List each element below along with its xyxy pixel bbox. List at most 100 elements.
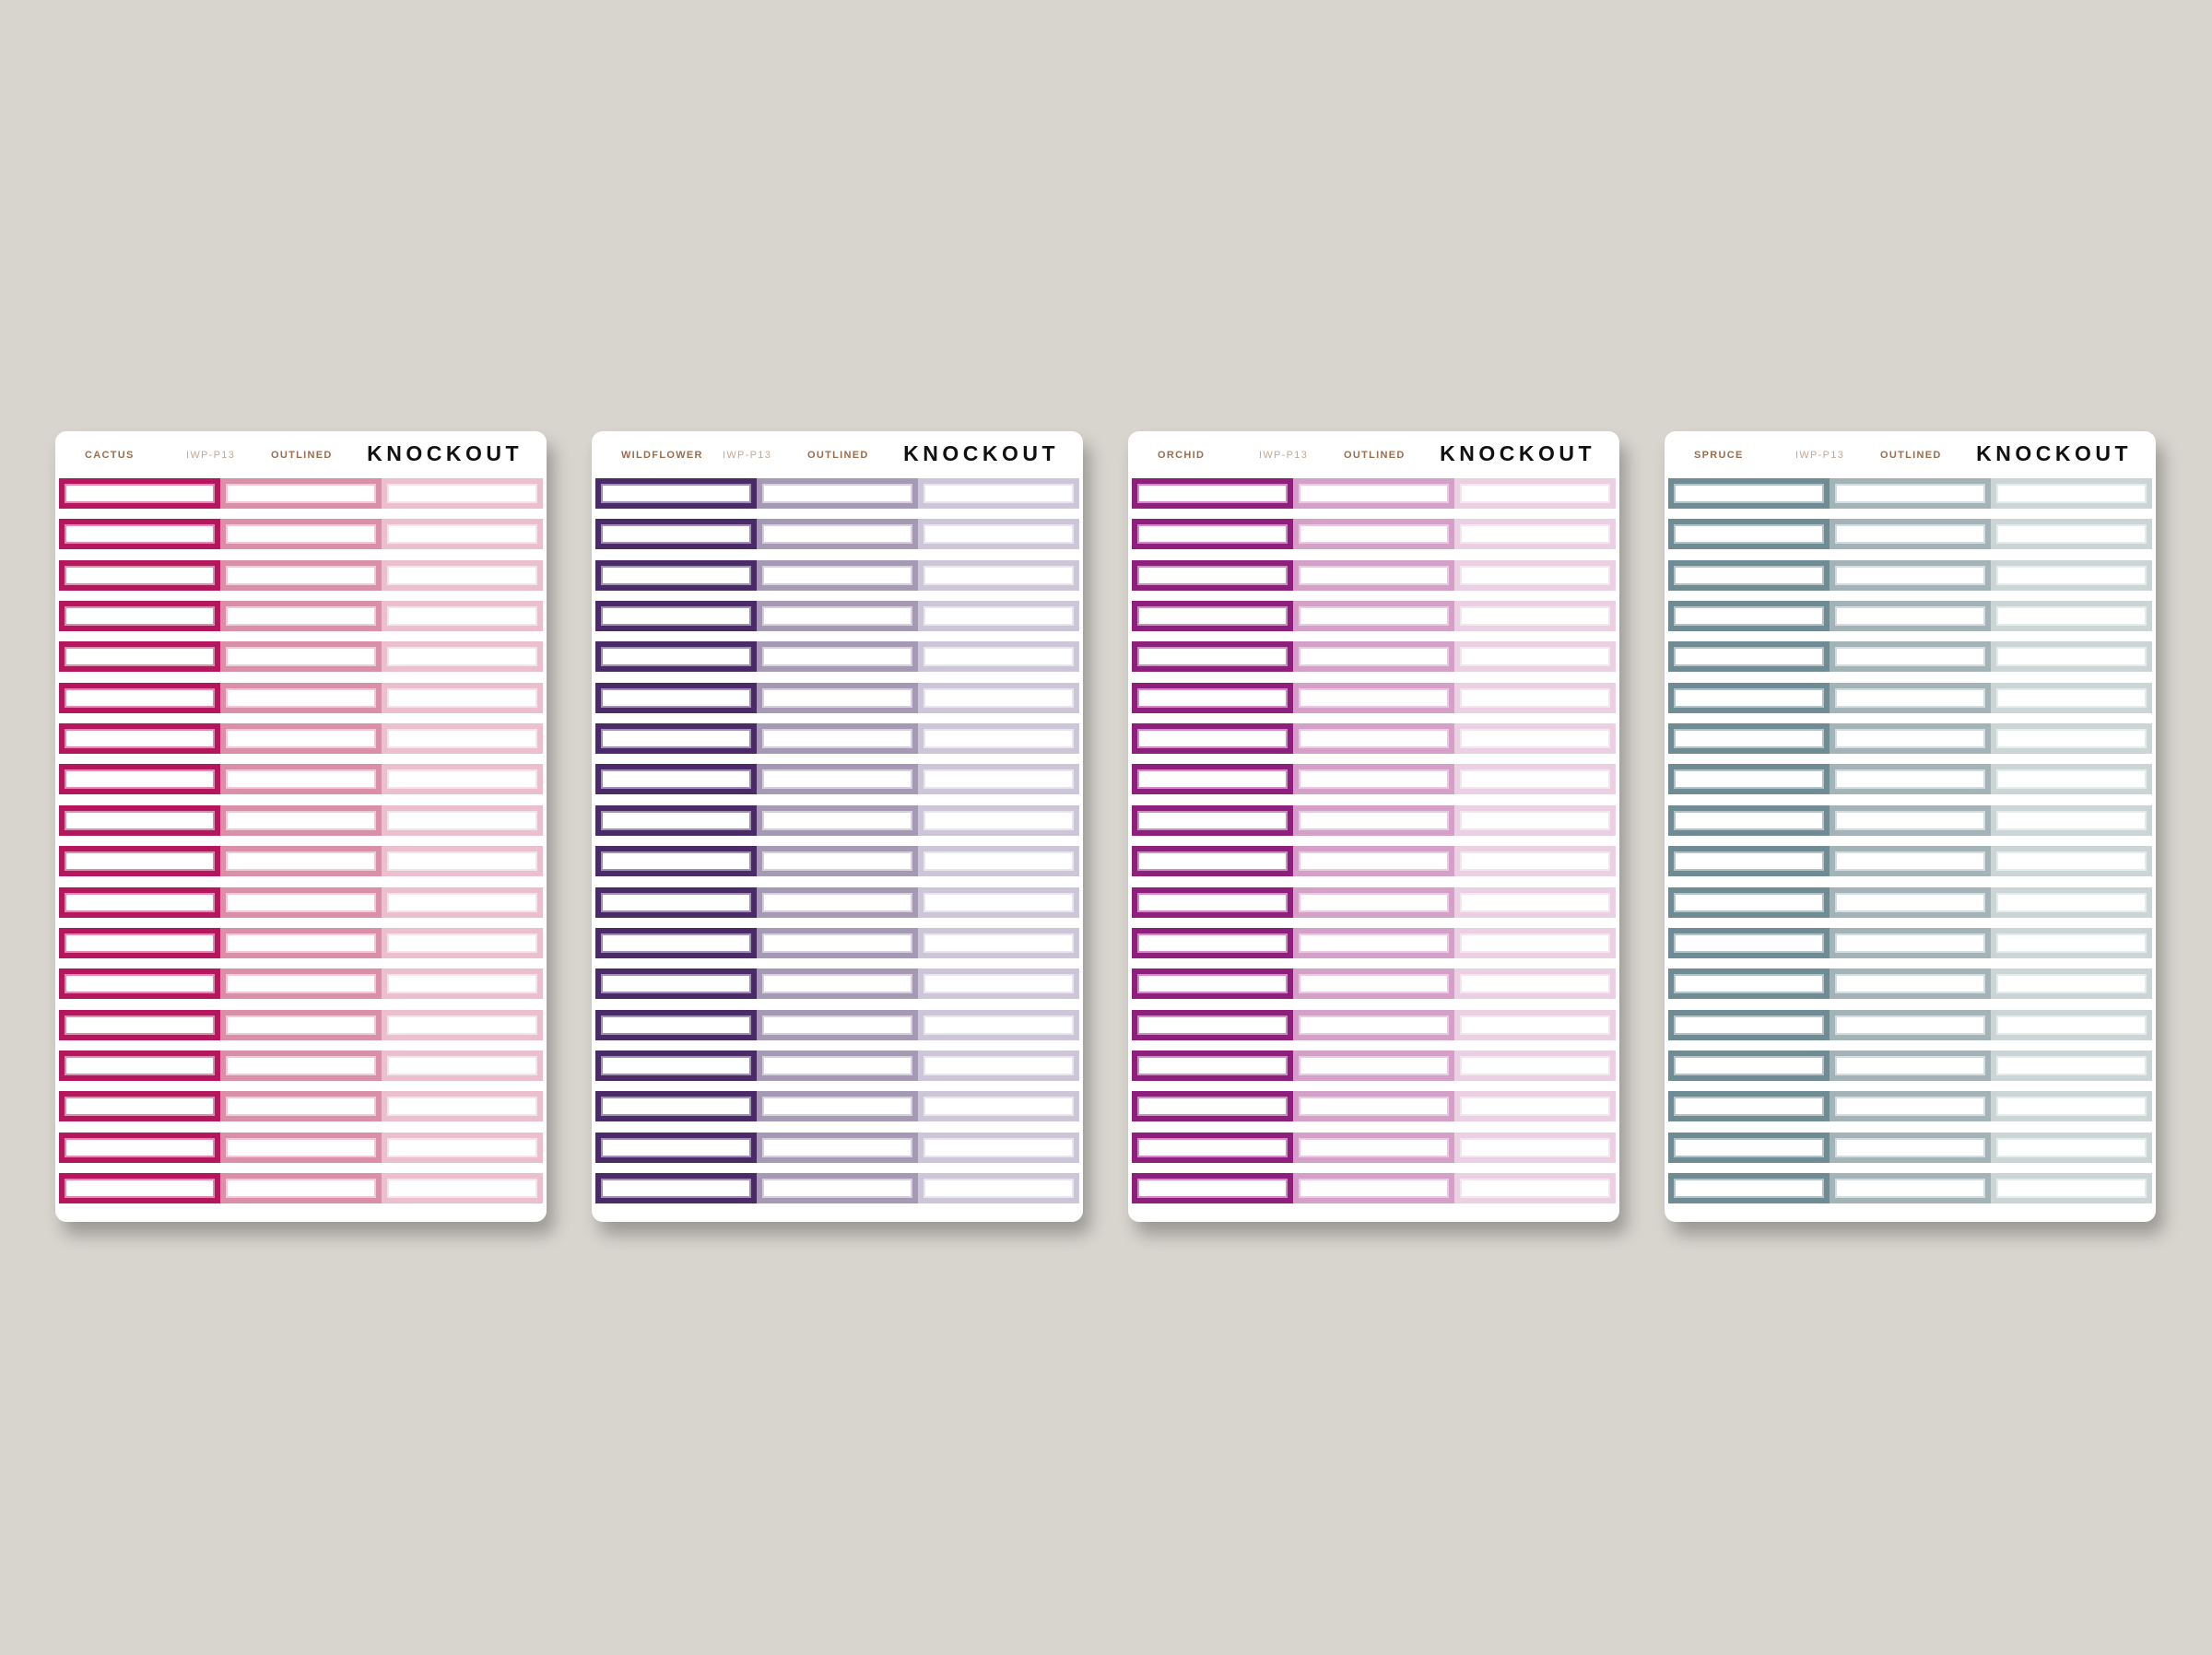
sticker-sheet-spruce: SPRUCE IWP-P13 OUTLINED KNOCKOUT <box>1665 431 2156 1222</box>
box-sticker <box>382 682 543 713</box>
sticker-writing-space <box>1835 933 1985 953</box>
sticker-writing-space <box>924 606 1074 627</box>
sticker-writing-space <box>1137 687 1288 708</box>
box-sticker <box>595 886 757 918</box>
box-sticker <box>1991 886 2152 918</box>
box-sticker <box>757 968 918 1000</box>
box-sticker <box>59 682 220 713</box>
sticker-writing-space <box>1299 1097 1449 1117</box>
box-sticker <box>1668 601 1830 632</box>
sticker-writing-space <box>762 974 912 994</box>
box-sticker <box>1454 764 1616 795</box>
box-sticker <box>757 764 918 795</box>
box-sticker <box>757 804 918 836</box>
sticker-writing-space <box>601 933 751 953</box>
box-sticker <box>1293 1050 1454 1081</box>
box-sticker <box>757 1173 918 1203</box>
sticker-writing-space <box>387 1179 537 1198</box>
box-sticker <box>1293 1173 1454 1203</box>
sticker-writing-space <box>924 1055 1074 1075</box>
sticker-writing-space <box>601 1137 751 1157</box>
sticker-writing-space <box>1835 851 1985 872</box>
sticker-writing-space <box>1460 1055 1610 1075</box>
sticker-writing-space <box>601 769 751 790</box>
box-sticker <box>1132 559 1293 591</box>
sticker-writing-space <box>1137 1137 1288 1157</box>
sticker-writing-space <box>1674 1015 1824 1035</box>
box-sticker <box>220 519 382 550</box>
box-sticker <box>918 1132 1079 1163</box>
sticker-writing-space <box>1299 729 1449 749</box>
box-sticker <box>1454 682 1616 713</box>
box-sticker <box>757 1132 918 1163</box>
sticker-writing-space <box>762 769 912 790</box>
box-sticker <box>1132 1173 1293 1203</box>
sticker-writing-space <box>601 565 751 585</box>
sticker-writing-space <box>1137 1055 1288 1075</box>
sticker-writing-space <box>226 565 376 585</box>
sticker-writing-space <box>226 974 376 994</box>
box-sticker <box>1454 478 1616 509</box>
sticker-writing-space <box>1996 687 2147 708</box>
sticker-writing-space <box>1996 1055 2147 1075</box>
sticker-writing-space <box>762 729 912 749</box>
sticker-writing-space <box>1674 892 1824 912</box>
sticker-writing-space <box>1137 1015 1288 1035</box>
sticker-writing-space <box>762 1055 912 1075</box>
sticker-writing-space <box>1460 974 1610 994</box>
sticker-writing-space <box>1460 729 1610 749</box>
sticker-writing-space <box>601 892 751 912</box>
box-sticker <box>1668 1173 1830 1203</box>
box-sticker <box>1454 601 1616 632</box>
sticker-writing-space <box>1137 484 1288 503</box>
sticker-grid <box>1668 478 2152 1213</box>
sticker-writing-space <box>1460 933 1610 953</box>
box-sticker <box>220 559 382 591</box>
sticker-writing-space <box>226 1055 376 1075</box>
color-name-label: ORCHID <box>1158 450 1206 461</box>
sticker-writing-space <box>65 892 215 912</box>
sticker-writing-space <box>1299 1015 1449 1035</box>
box-sticker <box>1830 1050 1991 1081</box>
box-sticker <box>595 764 757 795</box>
box-sticker <box>595 1009 757 1040</box>
box-sticker <box>918 1009 1079 1040</box>
box-sticker <box>382 723 543 755</box>
style-label: OUTLINED <box>271 450 333 461</box>
box-sticker <box>757 927 918 958</box>
box-sticker <box>1132 1091 1293 1122</box>
box-sticker <box>1668 804 1830 836</box>
box-sticker <box>382 846 543 877</box>
box-sticker <box>59 723 220 755</box>
sticker-writing-space <box>65 851 215 872</box>
box-sticker <box>1668 478 1830 509</box>
sheet-header: ORCHID IWP-P13 OUTLINED KNOCKOUT <box>1128 431 1619 477</box>
sticker-writing-space <box>387 1015 537 1035</box>
sticker-writing-space <box>65 729 215 749</box>
sticker-writing-space <box>1137 1097 1288 1117</box>
box-sticker <box>1293 723 1454 755</box>
sticker-writing-space <box>1835 606 1985 627</box>
sticker-writing-space <box>762 933 912 953</box>
sticker-grid <box>595 478 1079 1213</box>
box-sticker <box>595 519 757 550</box>
box-sticker <box>382 1091 543 1122</box>
sticker-writing-space <box>226 729 376 749</box>
sticker-writing-space <box>387 892 537 912</box>
box-sticker <box>1293 1132 1454 1163</box>
box-sticker <box>1668 1050 1830 1081</box>
sticker-writing-space <box>601 647 751 667</box>
sticker-writing-space <box>226 892 376 912</box>
sticker-sheet-wildflower: WILDFLOWER IWP-P13 OUTLINED KNOCKOUT <box>592 431 1083 1222</box>
box-sticker <box>1293 1009 1454 1040</box>
box-sticker <box>1293 682 1454 713</box>
box-sticker <box>220 601 382 632</box>
box-sticker <box>1668 723 1830 755</box>
box-sticker <box>1830 886 1991 918</box>
box-sticker <box>1991 927 2152 958</box>
sticker-writing-space <box>387 729 537 749</box>
box-sticker <box>1668 886 1830 918</box>
sticker-writing-space <box>1996 851 2147 872</box>
box-sticker <box>220 968 382 1000</box>
sticker-writing-space <box>1996 484 2147 503</box>
